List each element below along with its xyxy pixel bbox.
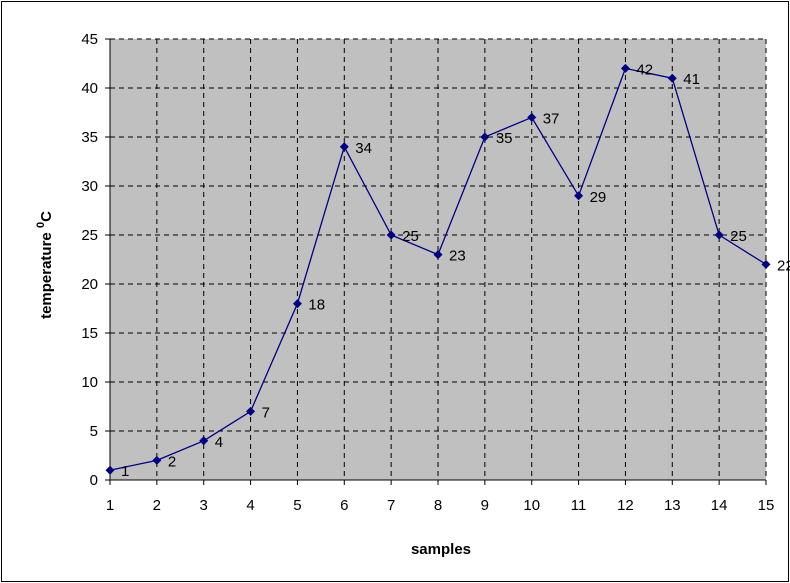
data-point-marker (246, 406, 256, 416)
x-tick-label: 4 (246, 497, 254, 514)
data-label: 42 (636, 61, 653, 78)
data-point-marker (527, 112, 537, 122)
x-tick-label: 12 (617, 497, 634, 514)
x-tick-label: 6 (340, 497, 348, 514)
y-tick-label: 30 (81, 178, 98, 195)
x-tick-label: 5 (293, 497, 301, 514)
y-tick-label: 25 (81, 227, 98, 244)
data-point-marker (433, 250, 443, 260)
data-point-marker (199, 436, 209, 446)
x-tick-label: 9 (481, 497, 489, 514)
y-axis-label-text: temperature (38, 228, 55, 319)
x-tick-label: 10 (523, 497, 540, 514)
data-point-marker (339, 142, 349, 152)
y-tick-label: 35 (81, 129, 98, 146)
data-label: 4 (215, 434, 223, 451)
data-point-marker (667, 73, 677, 83)
data-point-marker (574, 191, 584, 201)
y-axis-label: temperature 0C (35, 211, 55, 319)
data-point-marker (620, 63, 630, 73)
x-axis-label: samples (411, 541, 471, 558)
x-tick-label: 14 (711, 497, 728, 514)
x-tick-label: 11 (571, 497, 587, 514)
data-point-marker (480, 132, 490, 142)
data-point-marker (152, 455, 162, 465)
x-tick-label: 2 (153, 497, 161, 514)
y-tick-label: 15 (81, 325, 98, 342)
y-axis-label-superscript: 0 (35, 222, 47, 228)
data-label: 22 (777, 257, 790, 274)
data-point-marker (292, 299, 302, 309)
data-label: 29 (590, 189, 607, 206)
y-tick-label: 20 (81, 276, 98, 293)
x-tick-label: 7 (387, 497, 395, 514)
data-label: 34 (355, 140, 372, 157)
data-point-marker (761, 259, 771, 269)
data-point-marker (714, 230, 724, 240)
data-label: 25 (402, 228, 419, 245)
y-tick-label: 10 (81, 374, 98, 391)
data-label: 23 (449, 248, 466, 265)
y-axis-label-unit: C (38, 211, 55, 222)
data-label: 18 (308, 297, 325, 314)
x-tick-label: 15 (758, 497, 775, 514)
data-label: 2 (168, 453, 176, 470)
y-tick-label: 40 (81, 80, 98, 97)
x-tick-label: 8 (434, 497, 442, 514)
data-label: 37 (543, 110, 560, 127)
y-tick-label: 45 (81, 31, 98, 48)
data-label: 35 (496, 130, 513, 147)
x-tick-label: 1 (106, 497, 114, 514)
data-point-marker (386, 230, 396, 240)
x-tick-label: 3 (200, 497, 208, 514)
y-tick-label: 5 (90, 423, 98, 440)
data-label: 7 (262, 404, 270, 421)
data-label: 25 (730, 228, 747, 245)
data-label: 41 (683, 71, 700, 88)
x-tick-label: 13 (664, 497, 681, 514)
y-tick-label: 0 (90, 472, 98, 489)
data-label: 1 (121, 463, 129, 480)
data-point-marker (105, 465, 115, 475)
